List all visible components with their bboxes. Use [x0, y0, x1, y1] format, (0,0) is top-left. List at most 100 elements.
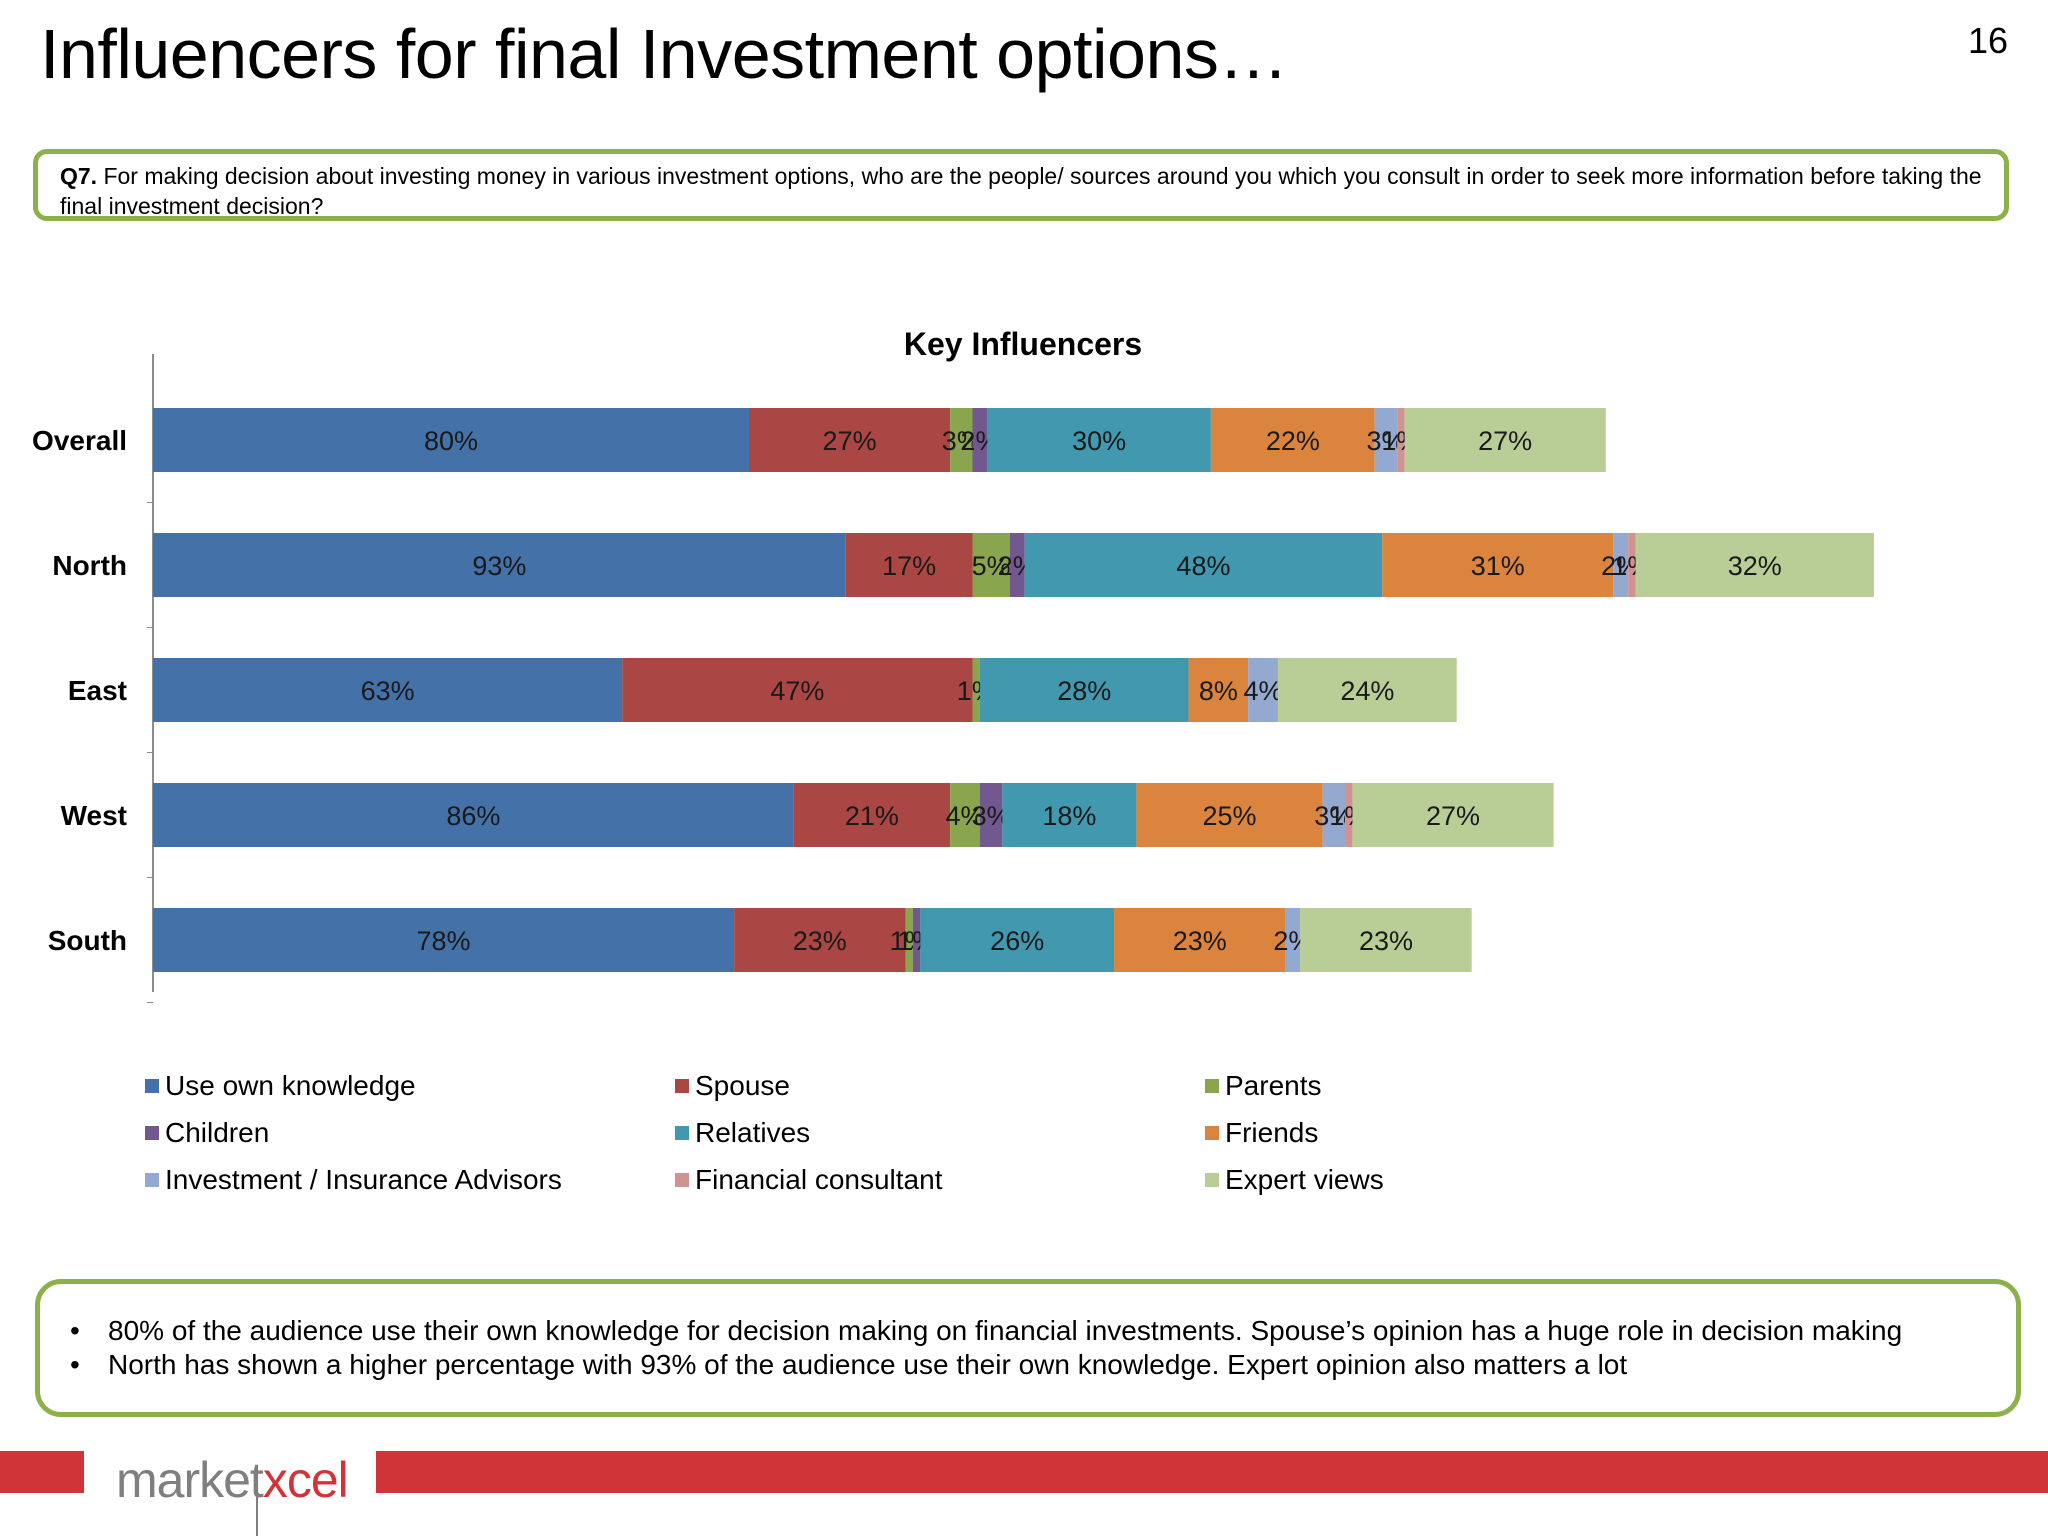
data-label: 27% [1426, 801, 1480, 831]
bar-segment [972, 533, 1010, 597]
legend-swatch [145, 1126, 159, 1140]
bar-segment [153, 783, 794, 847]
legend-swatch [675, 1126, 689, 1140]
category-label: East [68, 675, 127, 706]
data-label: 27% [1478, 426, 1532, 456]
logo-text-xcel: xcel [262, 1452, 349, 1508]
category-label: South [48, 925, 127, 956]
data-label: 48% [1176, 551, 1230, 581]
bar-segment [1397, 408, 1405, 472]
legend-item: Financial consultant [675, 1164, 942, 1196]
bar-segment [734, 908, 906, 972]
bar-segment [1300, 908, 1472, 972]
data-label: 17% [882, 551, 936, 581]
bar-segment [153, 908, 735, 972]
footer: marketxcel [0, 1451, 2048, 1536]
data-label: 23% [1173, 926, 1227, 956]
bar-segment [1322, 783, 1345, 847]
bar-segment [950, 408, 973, 472]
category-label: West [61, 800, 127, 831]
data-label: 4% [946, 801, 985, 831]
bar-segment [1374, 408, 1398, 472]
insights-box: • 80% of the audience use their own knowl… [35, 1279, 2021, 1417]
legend-label: Use own knowledge [165, 1070, 416, 1101]
slide-title: Influencers for final Investment options… [40, 15, 1288, 93]
legend-label: Parents [1225, 1070, 1322, 1101]
bar-segment [1114, 908, 1286, 972]
footer-bar-right [376, 1451, 2048, 1493]
bar-segment [1009, 533, 1025, 597]
bar-segment [987, 408, 1211, 472]
logo-text-market: market [116, 1452, 264, 1508]
data-label: 4% [1244, 676, 1283, 706]
legend-item: Parents [1205, 1070, 1322, 1102]
bar-segment [905, 908, 913, 972]
bar-segment [972, 408, 988, 472]
legend-item: Spouse [675, 1070, 790, 1102]
bar-segment [622, 658, 973, 722]
data-label: 24% [1340, 676, 1394, 706]
company-logo: marketxcel [116, 1451, 349, 1509]
data-label: 32% [1728, 551, 1782, 581]
bar-segment [1248, 658, 1278, 722]
bar-segment [950, 783, 980, 847]
insight-item: • North has shown a higher percentage wit… [70, 1348, 1986, 1382]
data-label: 18% [1042, 801, 1096, 831]
bar-segment [1136, 783, 1323, 847]
data-label: 47% [770, 676, 824, 706]
bar-segment [153, 658, 623, 722]
legend-swatch [1205, 1079, 1219, 1093]
bar-segment [1024, 533, 1383, 597]
question-text: For making decision about investing mone… [60, 163, 1982, 219]
data-label: 22% [1266, 426, 1320, 456]
legend-label: Financial consultant [695, 1164, 943, 1195]
legend-swatch [675, 1079, 689, 1093]
data-label: 23% [1359, 926, 1413, 956]
legend-item: Use own knowledge [145, 1070, 416, 1102]
legend-swatch [675, 1173, 689, 1187]
insight-item: • 80% of the audience use their own knowl… [70, 1314, 1986, 1348]
logo-divider [256, 1481, 258, 1536]
data-label: 86% [446, 801, 500, 831]
bar-segment [1404, 408, 1606, 472]
legend-item: Friends [1205, 1117, 1318, 1149]
data-label: 80% [424, 426, 478, 456]
data-label: 27% [823, 426, 877, 456]
bar-segment [793, 783, 951, 847]
bar-segment [979, 783, 1003, 847]
bullet-point: • [70, 1349, 80, 1380]
question-box: Q7. For making decision about investing … [33, 149, 2009, 221]
legend-label: Relatives [695, 1117, 811, 1148]
data-label: 63% [361, 676, 415, 706]
bar-segment [912, 908, 921, 972]
chart-title: Key Influencers [904, 326, 1142, 362]
data-label: 5% [972, 551, 1011, 581]
footer-bar-left [0, 1451, 84, 1493]
bar-segment [1345, 783, 1353, 847]
bar-segment [1352, 783, 1554, 847]
bar-segment [1188, 658, 1249, 722]
bar-segment [1285, 908, 1301, 972]
bar-segment [972, 658, 980, 722]
legend-item: Expert views [1205, 1164, 1384, 1196]
legend-label: Investment / Insurance Advisors [165, 1164, 562, 1195]
chart-plot-area: Overall 80% 27% 3%2% 30% 22% 3%1% 27%North 93% 17… [32, 354, 1874, 1003]
legend-item: Children [145, 1117, 269, 1149]
data-label: 25% [1203, 801, 1257, 831]
bar-segment [920, 908, 1115, 972]
insight-text: 80% of the audience use their own knowle… [108, 1315, 1903, 1346]
data-label: 78% [417, 926, 471, 956]
legend-swatch [1205, 1126, 1219, 1140]
question-label: Q7. [60, 163, 98, 189]
insight-text: North has shown a higher percentage with… [108, 1349, 1628, 1380]
category-label: Overall [32, 425, 127, 456]
legend-label: Friends [1225, 1117, 1319, 1148]
legend-item: Relatives [675, 1117, 810, 1149]
bullet-point: • [70, 1315, 80, 1346]
bar-segment [1277, 658, 1457, 722]
bar-segment [1002, 783, 1137, 847]
data-label: 8% [1199, 676, 1238, 706]
legend-swatch [145, 1079, 159, 1093]
bar-segment [1210, 408, 1375, 472]
key-influencers-chart: Key Influencers Overall 80% 27% 3%2% 30% 22% 3… [32, 326, 1874, 1003]
